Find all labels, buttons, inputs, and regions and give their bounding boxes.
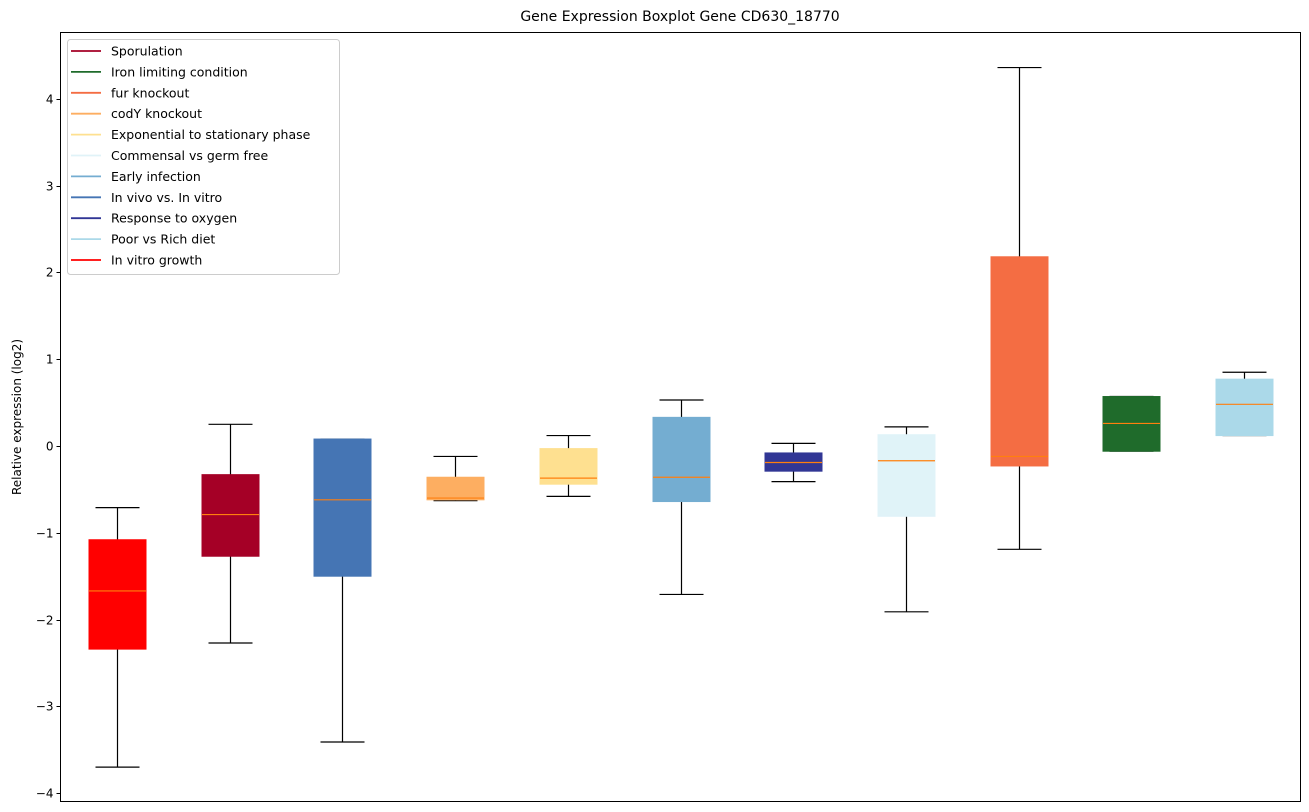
y-tick-label: −3 bbox=[36, 700, 54, 714]
legend-label: codY knockout bbox=[111, 106, 202, 121]
legend-label: In vitro growth bbox=[111, 253, 202, 268]
y-axis-label: Relative expression (log2) bbox=[10, 339, 24, 495]
legend-label: Iron limiting condition bbox=[111, 64, 248, 79]
box-iqr bbox=[877, 434, 936, 517]
boxes-group bbox=[88, 66, 1274, 768]
legend-label: Poor vs Rich diet bbox=[111, 232, 215, 247]
box-iqr bbox=[652, 416, 711, 503]
box-1 bbox=[88, 507, 147, 768]
y-tick-label: 1 bbox=[46, 353, 54, 367]
box-iqr bbox=[88, 539, 147, 650]
legend-entry: Response to oxygen bbox=[71, 211, 237, 226]
legend-entry: Iron limiting condition bbox=[71, 64, 248, 79]
legend-entry: Commensal vs germ free bbox=[71, 148, 268, 163]
box-11 bbox=[1215, 371, 1274, 437]
y-axis-ticks: −4 −3 −2 −1 0 1 2 3 4 bbox=[36, 93, 61, 801]
y-tick-label: 2 bbox=[46, 266, 54, 280]
box-8 bbox=[877, 426, 936, 613]
legend-label: Response to oxygen bbox=[111, 211, 237, 226]
box-9 bbox=[990, 66, 1049, 550]
box-2 bbox=[201, 423, 260, 644]
legend-label: Exponential to stationary phase bbox=[111, 127, 311, 142]
y-tick-label: 0 bbox=[46, 440, 54, 454]
box-10 bbox=[1102, 395, 1161, 452]
legend-label: Sporulation bbox=[111, 44, 183, 59]
y-tick-label: 4 bbox=[46, 93, 54, 107]
y-tick-label: −4 bbox=[36, 787, 54, 801]
box-iqr bbox=[990, 256, 1049, 467]
box-iqr bbox=[1215, 378, 1274, 437]
chart-title: Gene Expression Boxplot Gene CD630_18770 bbox=[520, 9, 839, 25]
plot-frame bbox=[60, 32, 1301, 802]
box-6 bbox=[652, 399, 711, 596]
legend-entry: Early infection bbox=[71, 169, 201, 184]
y-tick-label: −2 bbox=[36, 614, 54, 628]
box-iqr bbox=[201, 474, 260, 557]
legend-entry: codY knockout bbox=[71, 106, 202, 121]
legend-label: Commensal vs germ free bbox=[111, 148, 268, 163]
legend-label: In vivo vs. In vitro bbox=[111, 190, 222, 205]
legend-entry: Poor vs Rich diet bbox=[71, 232, 215, 247]
legend-frame bbox=[67, 39, 340, 275]
legend-label: Early infection bbox=[111, 169, 201, 184]
legend-entry: fur knockout bbox=[71, 85, 189, 100]
box-iqr bbox=[426, 476, 485, 501]
box-4 bbox=[426, 455, 485, 502]
legend-label: fur knockout bbox=[111, 85, 189, 100]
legend-entry: Sporulation bbox=[71, 44, 183, 59]
y-tick-label: −1 bbox=[36, 527, 54, 541]
legend-entry: In vivo vs. In vitro bbox=[71, 190, 222, 205]
box-iqr bbox=[313, 438, 372, 577]
box-iqr bbox=[539, 448, 598, 485]
legend: Sporulation Iron limiting condition fur kn… bbox=[67, 39, 340, 275]
box-3 bbox=[313, 438, 372, 743]
legend-entry: In vitro growth bbox=[71, 253, 202, 268]
legend-entry: Exponential to stationary phase bbox=[71, 127, 311, 142]
box-7 bbox=[764, 442, 823, 483]
y-tick-label: 3 bbox=[46, 180, 54, 194]
box-5 bbox=[539, 434, 598, 497]
